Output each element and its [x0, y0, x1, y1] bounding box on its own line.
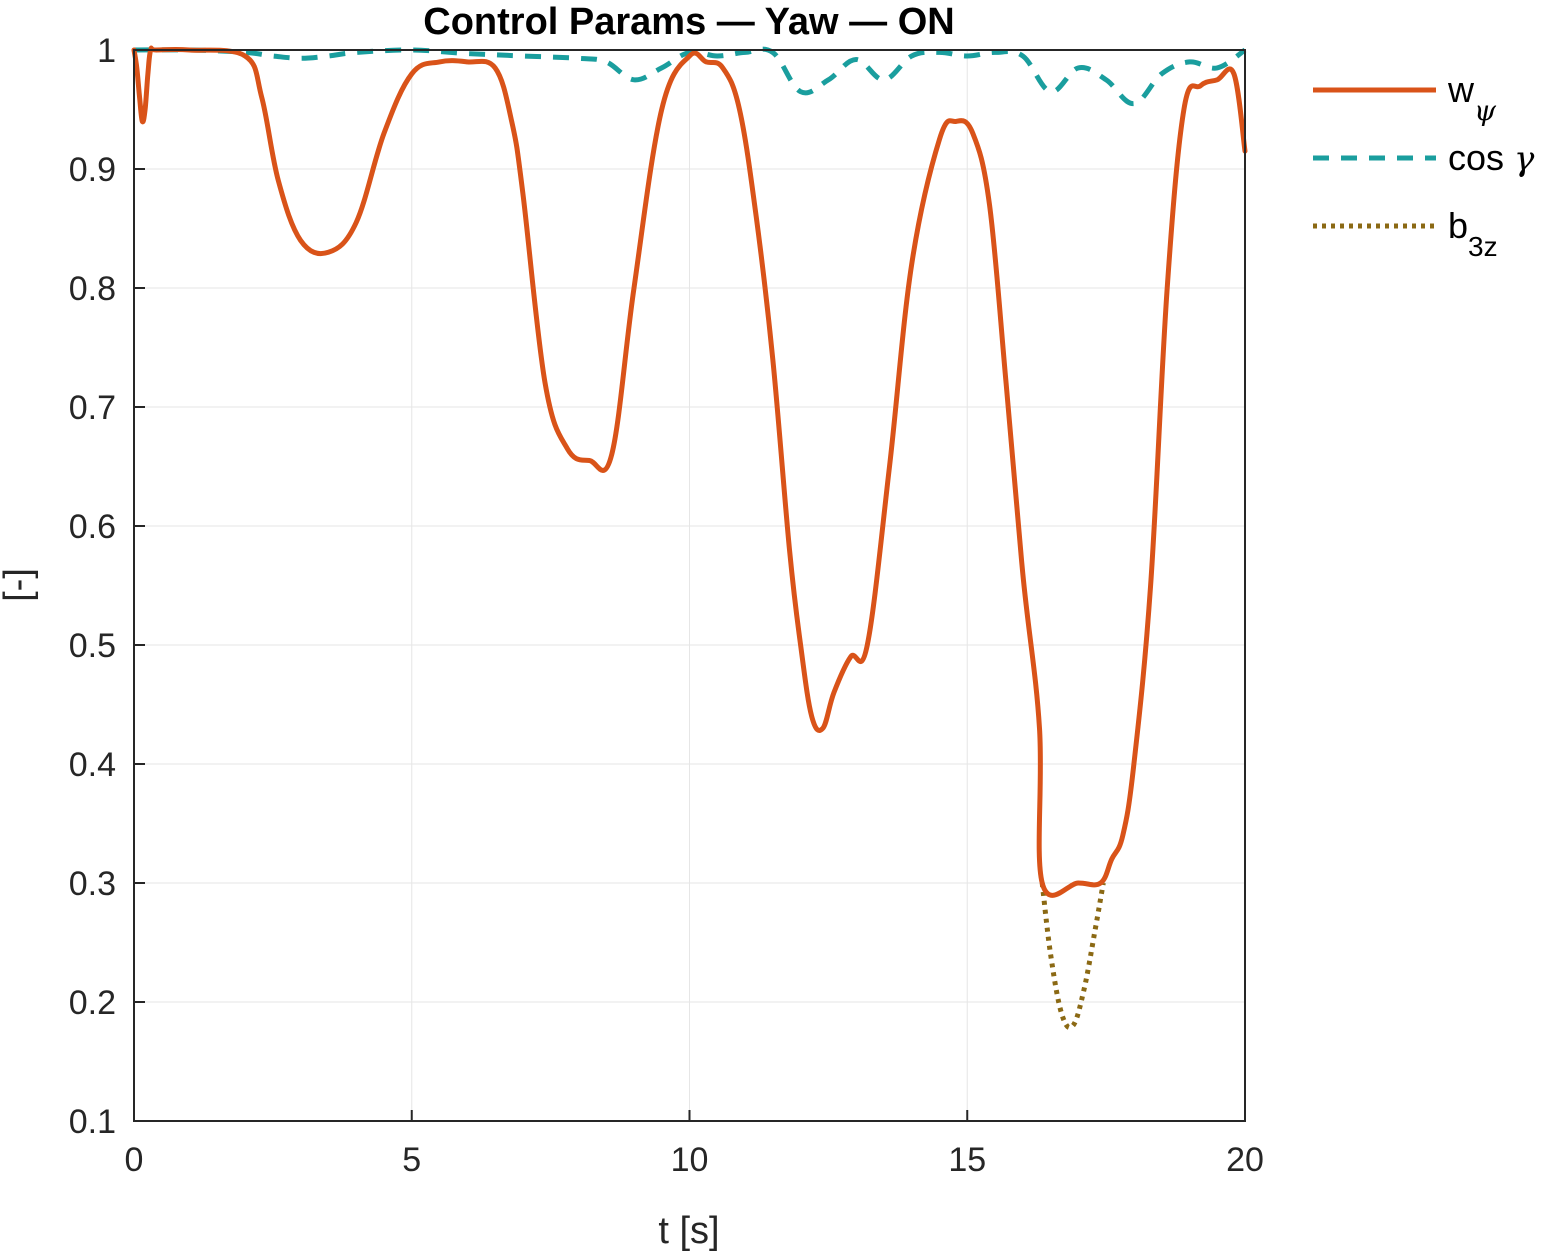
legend-label-sub: γ: [1514, 139, 1535, 179]
axis-ticks: 0 5 10 15 20 0.1 0.2 0.3 0.4 0.5 0.6 0.7 0.8 0.9 1: [69, 32, 1264, 1179]
y-tick-label: 0.3: [69, 865, 116, 903]
legend-label-main: b: [1448, 205, 1468, 246]
y-tick-label: 0.9: [69, 151, 116, 189]
y-tick-label: 0.4: [69, 746, 116, 784]
series-line-0: [131, 45, 1248, 898]
x-tick-label: 5: [402, 1141, 421, 1179]
chart-title: Control Params — Yaw — ON: [423, 1, 954, 43]
legend-label-sub: 3z: [1468, 231, 1498, 262]
x-tick-label: 10: [671, 1141, 709, 1179]
legend-label-sub: ψ: [1474, 94, 1497, 127]
y-tick-label: 0.5: [69, 627, 116, 665]
y-tick-label: 0.7: [69, 389, 116, 427]
legend-label-2: b3z: [1448, 205, 1498, 262]
legend-label-main: w: [1447, 69, 1475, 110]
x-tick-label: 0: [125, 1141, 144, 1179]
y-tick-label: 0.2: [69, 984, 116, 1022]
y-tick-label: 0.6: [69, 508, 116, 546]
y-tick-label: 1: [97, 32, 116, 70]
y-tick-label: 0.1: [69, 1103, 116, 1141]
y-axis-label: [-]: [0, 568, 39, 602]
x-tick-label: 15: [948, 1141, 986, 1179]
grid: [133, 49, 1246, 1122]
x-tick-label: 20: [1226, 1141, 1264, 1179]
series-line-2: [1039, 882, 1106, 1031]
legend: wψ cos γ b3z: [1313, 69, 1535, 262]
legend-label-main: cos: [1448, 137, 1514, 178]
series-line-1: [133, 46, 1247, 107]
legend-label-1: cos γ: [1448, 137, 1535, 179]
legend-label-0: wψ: [1447, 69, 1497, 127]
x-axis-label: t [s]: [658, 1210, 719, 1252]
plot-series: [131, 45, 1248, 1031]
y-tick-label: 0.8: [69, 270, 116, 308]
